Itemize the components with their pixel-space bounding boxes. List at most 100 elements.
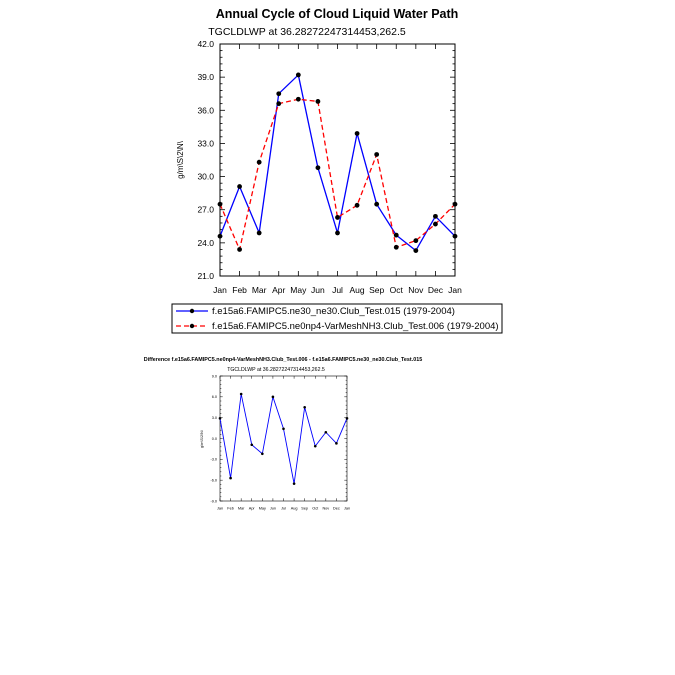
diff-xtick-label: Aug: [291, 507, 298, 511]
main-series-1-point: [276, 91, 282, 97]
legend-entry-1: f.e15a6.FAMIPC5.ne30_ne30.Club_Test.015 …: [176, 306, 455, 317]
main-ytick-label: 27.0: [197, 205, 214, 215]
main-series-1-point: [413, 248, 419, 253]
main-series-1-point: [295, 72, 301, 78]
main-xtick-label: Apr: [272, 285, 285, 295]
legend-entry-2: f.e15a6.FAMIPC5.ne0np4-VarMeshNH3.Club_T…: [176, 321, 499, 332]
main-series-2-point: [335, 215, 340, 220]
main-frame: [219, 43, 456, 277]
diff-xtick-label: May: [259, 507, 266, 511]
main-series-line-1: [219, 74, 456, 252]
difference-plot-area: -9.0 -6.0 -3.0 0.0 3.0 6.0 9.0 Jan Feb Mar Apr May J…: [210, 374, 350, 510]
diff-series-1-point: [229, 476, 232, 480]
diff-series-1-point: [271, 395, 275, 399]
diff-xtick-label: Oct: [312, 507, 319, 511]
main-ytick-label: 30.0: [197, 172, 214, 182]
main-series-2-point: [393, 244, 399, 250]
diff-xtick-label: Jul: [281, 507, 286, 511]
main-series-2-point: [413, 238, 419, 244]
main-chart-title: Annual Cycle of Cloud Liquid Water Path: [216, 7, 459, 21]
diff-series-1-point: [250, 443, 254, 447]
main-series-1-point: [237, 184, 242, 189]
difference-chart: Difference f.e15a6.FAMIPC5.ne0np4-VarMes…: [144, 357, 422, 511]
diff-series-1-point: [261, 452, 264, 456]
diff-ytick-label: 9.0: [212, 374, 217, 378]
diff-series-1-point: [303, 405, 306, 409]
diff-xtick-label: Feb: [227, 507, 234, 511]
diff-series-1-point: [282, 427, 285, 431]
diff-series-1-point: [218, 417, 222, 420]
main-ytick-label: 39.0: [197, 72, 214, 82]
diff-xtick-label: Dec: [333, 507, 340, 511]
main-series-1-point: [452, 233, 458, 239]
legend-label-1: f.e15a6.FAMIPC5.ne30_ne30.Club_Test.015 …: [212, 306, 455, 317]
diff-ytick-label: -3.0: [210, 458, 217, 462]
diff-series-1-point: [292, 482, 296, 485]
diff-xtick-label: Jan: [217, 507, 223, 511]
diff-series-1-point: [345, 417, 349, 420]
main-series-1-point: [256, 230, 262, 236]
diff-frame: [219, 375, 348, 502]
main-xtick-label: Jun: [311, 285, 325, 295]
main-xtick-label: Dec: [428, 285, 444, 295]
diff-series-1-point: [335, 442, 338, 445]
main-plot-area: 21.0 24.0 27.0 30.0 33.0 36.0 39.0 42.0 Jan Feb Ma…: [197, 39, 462, 295]
main-ytick-label: 36.0: [197, 105, 214, 115]
main-chart-y-axis-label: g/m\S\2\N\: [176, 140, 185, 179]
diff-xtick-label: Jan: [344, 507, 350, 511]
diff-xtick-label: Nov: [322, 507, 329, 511]
diff-ytick-label: -9.0: [210, 499, 217, 503]
diff-ytick-label: -6.0: [210, 478, 217, 482]
diff-ytick-label: 6.0: [212, 395, 217, 399]
diff-xtick-label: Mar: [238, 507, 245, 511]
main-series-1-point: [335, 230, 340, 236]
main-series-1-point: [374, 201, 380, 207]
main-chart-subtitle: TGCLDLWP at 36.28272247314453,262.5: [208, 26, 406, 38]
main-xtick-label: Feb: [232, 285, 247, 295]
main-series-1-point: [217, 233, 223, 239]
diff-xtick-label: Jun: [270, 507, 276, 511]
main-series-2-point: [217, 201, 223, 207]
main-series-2-point: [315, 99, 321, 104]
difference-chart-title: Difference f.e15a6.FAMIPC5.ne0np4-VarMes…: [144, 357, 422, 363]
diff-series-1-point: [324, 430, 328, 434]
main-series-1-point: [393, 232, 399, 238]
main-series-1-point: [354, 131, 360, 136]
main-series-2-point: [452, 201, 458, 207]
main-series-2-point: [354, 202, 360, 208]
main-xtick-label: Sep: [369, 285, 384, 295]
main-series-2-point: [237, 247, 242, 252]
main-series-line-2: [219, 98, 456, 251]
legend: f.e15a6.FAMIPC5.ne30_ne30.Club_Test.015 …: [171, 303, 503, 334]
legend-marker-1: [189, 308, 195, 314]
diff-xtick-label: Sep: [301, 507, 308, 511]
difference-chart-y-axis-label: g/m\S\2\N\: [200, 429, 204, 448]
main-series-1-point: [315, 165, 321, 171]
main-chart: Annual Cycle of Cloud Liquid Water Path …: [176, 7, 462, 295]
main-xtick-label: Jul: [332, 285, 343, 295]
main-ytick-label: 24.0: [197, 238, 214, 248]
main-series-2-point: [433, 221, 438, 227]
legend-label-2: f.e15a6.FAMIPC5.ne0np4-VarMeshNH3.Club_T…: [212, 321, 499, 332]
main-xtick-label: Mar: [252, 285, 267, 295]
difference-chart-subtitle: TGCLDLWP at 36.28272247314453,262.5: [227, 367, 325, 373]
diff-xtick-label: Apr: [249, 507, 256, 511]
main-xtick-label: Aug: [350, 285, 365, 295]
diff-series-line-1: [219, 393, 348, 485]
diff-series-1-point: [313, 444, 317, 448]
main-xtick-label: Nov: [408, 285, 424, 295]
main-series-1-point: [433, 213, 438, 219]
main-ytick-label: 21.0: [197, 271, 214, 281]
diff-ytick-label: 3.0: [212, 416, 217, 420]
main-xtick-label: Oct: [390, 285, 404, 295]
legend-box: [171, 303, 503, 334]
main-series-2-point: [374, 152, 380, 157]
diff-series-1-point: [239, 392, 243, 396]
legend-marker-2: [189, 323, 195, 329]
main-xtick-label: May: [290, 285, 307, 295]
main-series-2-point: [276, 101, 282, 107]
diff-ytick-label: 0.0: [212, 437, 217, 441]
main-ytick-label: 33.0: [197, 138, 214, 148]
main-xtick-label: Jan: [213, 285, 227, 295]
